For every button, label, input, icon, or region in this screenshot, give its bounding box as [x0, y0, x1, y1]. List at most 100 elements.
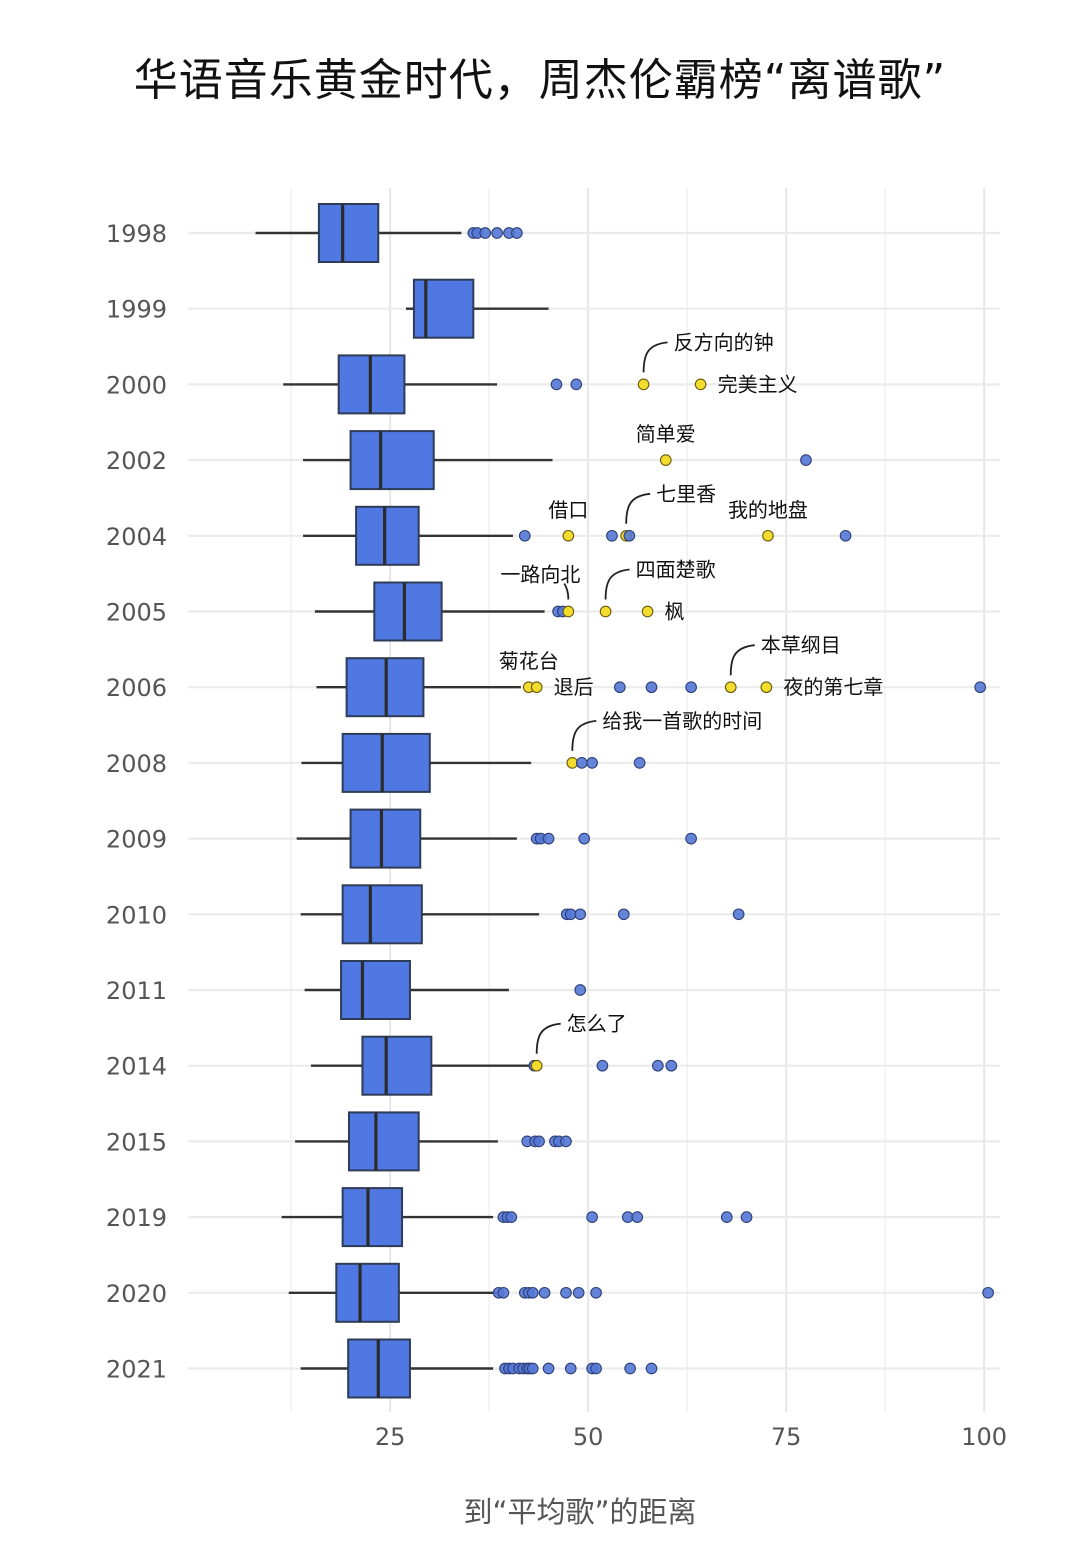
outlier-point [574, 984, 587, 996]
outlier-point [631, 1211, 644, 1223]
outlier-point [645, 1362, 658, 1375]
outlier-point [596, 1059, 609, 1072]
chart-title: 华语音乐黄金时代，周杰伦霸榜“离谱歌” [133, 55, 947, 106]
x-tick-label: 75 [771, 1423, 802, 1451]
box-2011 [340, 960, 411, 1020]
outlier-point [665, 1059, 678, 1072]
outlier-point [685, 832, 697, 845]
outlier-point [511, 227, 523, 239]
outlier-point [560, 1135, 572, 1148]
y-tick-label: 2000 [106, 371, 167, 399]
outlier-point [542, 1362, 555, 1375]
outlier-point [839, 529, 852, 542]
box-2002 [349, 430, 435, 491]
annotation-label: 完美主义 [718, 372, 798, 396]
highlight-point [637, 378, 650, 391]
annotation-leader [535, 1022, 561, 1054]
outlier-point [974, 681, 987, 694]
outlier-point [633, 757, 646, 769]
annotation-label: 本草纲目 [761, 633, 841, 657]
x-tick-label: 25 [375, 1423, 406, 1451]
annotation-label: 夜的第七章 [783, 675, 883, 699]
box-1998 [317, 203, 380, 263]
y-tick-label: 2008 [106, 750, 167, 778]
outlier-point [652, 1059, 664, 1072]
highlight-point [659, 454, 672, 466]
annotation-leader [729, 644, 755, 676]
outlier-point [623, 529, 636, 542]
annotation-label: 菊花台 [499, 649, 559, 673]
y-tick-label: 2002 [106, 447, 167, 475]
annotation-label: 借口 [548, 498, 588, 522]
y-tick-label: 2015 [106, 1128, 167, 1156]
outlier-point [586, 757, 598, 769]
outlier-point [518, 529, 531, 542]
outlier-point [572, 1286, 585, 1299]
annotation-label: 简单爱 [636, 422, 696, 446]
outlier-point [560, 1286, 572, 1299]
x-axis-tick-labels: 25 50 75 100 [375, 1423, 1007, 1451]
box-2005 [373, 581, 443, 642]
annotation-label: 我的地盘 [728, 498, 808, 522]
x-axis-label: 到“平均歌”的距离 [463, 1495, 696, 1529]
y-tick-label: 2006 [106, 674, 167, 702]
y-tick-label: 1999 [106, 296, 167, 324]
box-2009 [349, 808, 422, 869]
box-2010 [341, 884, 423, 945]
outlier-point [575, 757, 588, 769]
outlier-point [685, 681, 697, 694]
annotation-leader [604, 568, 630, 600]
outlier-point [574, 908, 587, 921]
annotation-label: 一路向北 [500, 563, 580, 587]
annotation-label: 怎么了 [567, 1012, 627, 1036]
y-tick-label: 2021 [106, 1356, 167, 1384]
highlight-point [724, 681, 737, 694]
box-series [255, 203, 553, 1399]
outlier-point [732, 908, 745, 921]
annotation-label: 反方向的钟 [674, 330, 774, 354]
highlight-point [760, 681, 773, 694]
highlight-point [641, 605, 654, 618]
y-tick-label: 2011 [106, 977, 167, 1005]
highlight-point [762, 529, 774, 542]
box-2008 [341, 732, 431, 793]
y-tick-label: 2009 [106, 826, 167, 854]
outlier-point [645, 681, 658, 694]
outlier-point [533, 1135, 545, 1148]
x-tick-label: 100 [961, 1423, 1007, 1451]
outlier-point [564, 1362, 577, 1375]
outlier-point [740, 1211, 753, 1223]
outlier-point [578, 832, 591, 845]
outlier-point [542, 832, 555, 845]
y-axis-tick-labels: 1998 1999 2000 2002 2004 2005 2006 2008 2009 2010… [106, 220, 167, 1384]
grid-lines [188, 188, 1000, 1412]
box-2004 [355, 505, 420, 566]
y-tick-label: 2010 [106, 901, 167, 929]
annotation-label: 退后 [554, 675, 594, 699]
annotation-label: 枫 [665, 600, 685, 624]
x-tick-label: 50 [573, 1423, 604, 1451]
outlier-point [550, 378, 563, 391]
y-tick-label: 2020 [106, 1280, 167, 1308]
y-tick-label: 2004 [106, 523, 167, 551]
outlier-point [570, 378, 583, 391]
outlier-point [800, 454, 812, 466]
outlier-point [526, 1286, 539, 1299]
outlier-point [491, 227, 503, 239]
outlier-point [479, 227, 492, 239]
y-tick-label: 1998 [106, 220, 167, 248]
annotation-leader [642, 341, 668, 373]
outlier-point [505, 1211, 518, 1223]
highlight-point [562, 529, 575, 542]
highlight-point [694, 378, 707, 391]
y-tick-label: 2005 [106, 599, 167, 627]
outlier-point [624, 1362, 636, 1375]
annotation-label: 给我一首歌的时间 [602, 709, 762, 733]
highlight-point [562, 605, 575, 618]
outlier-points [467, 227, 994, 1375]
box-1999 [412, 278, 475, 339]
highlight-point [530, 1059, 543, 1072]
highlight-point [599, 605, 612, 618]
